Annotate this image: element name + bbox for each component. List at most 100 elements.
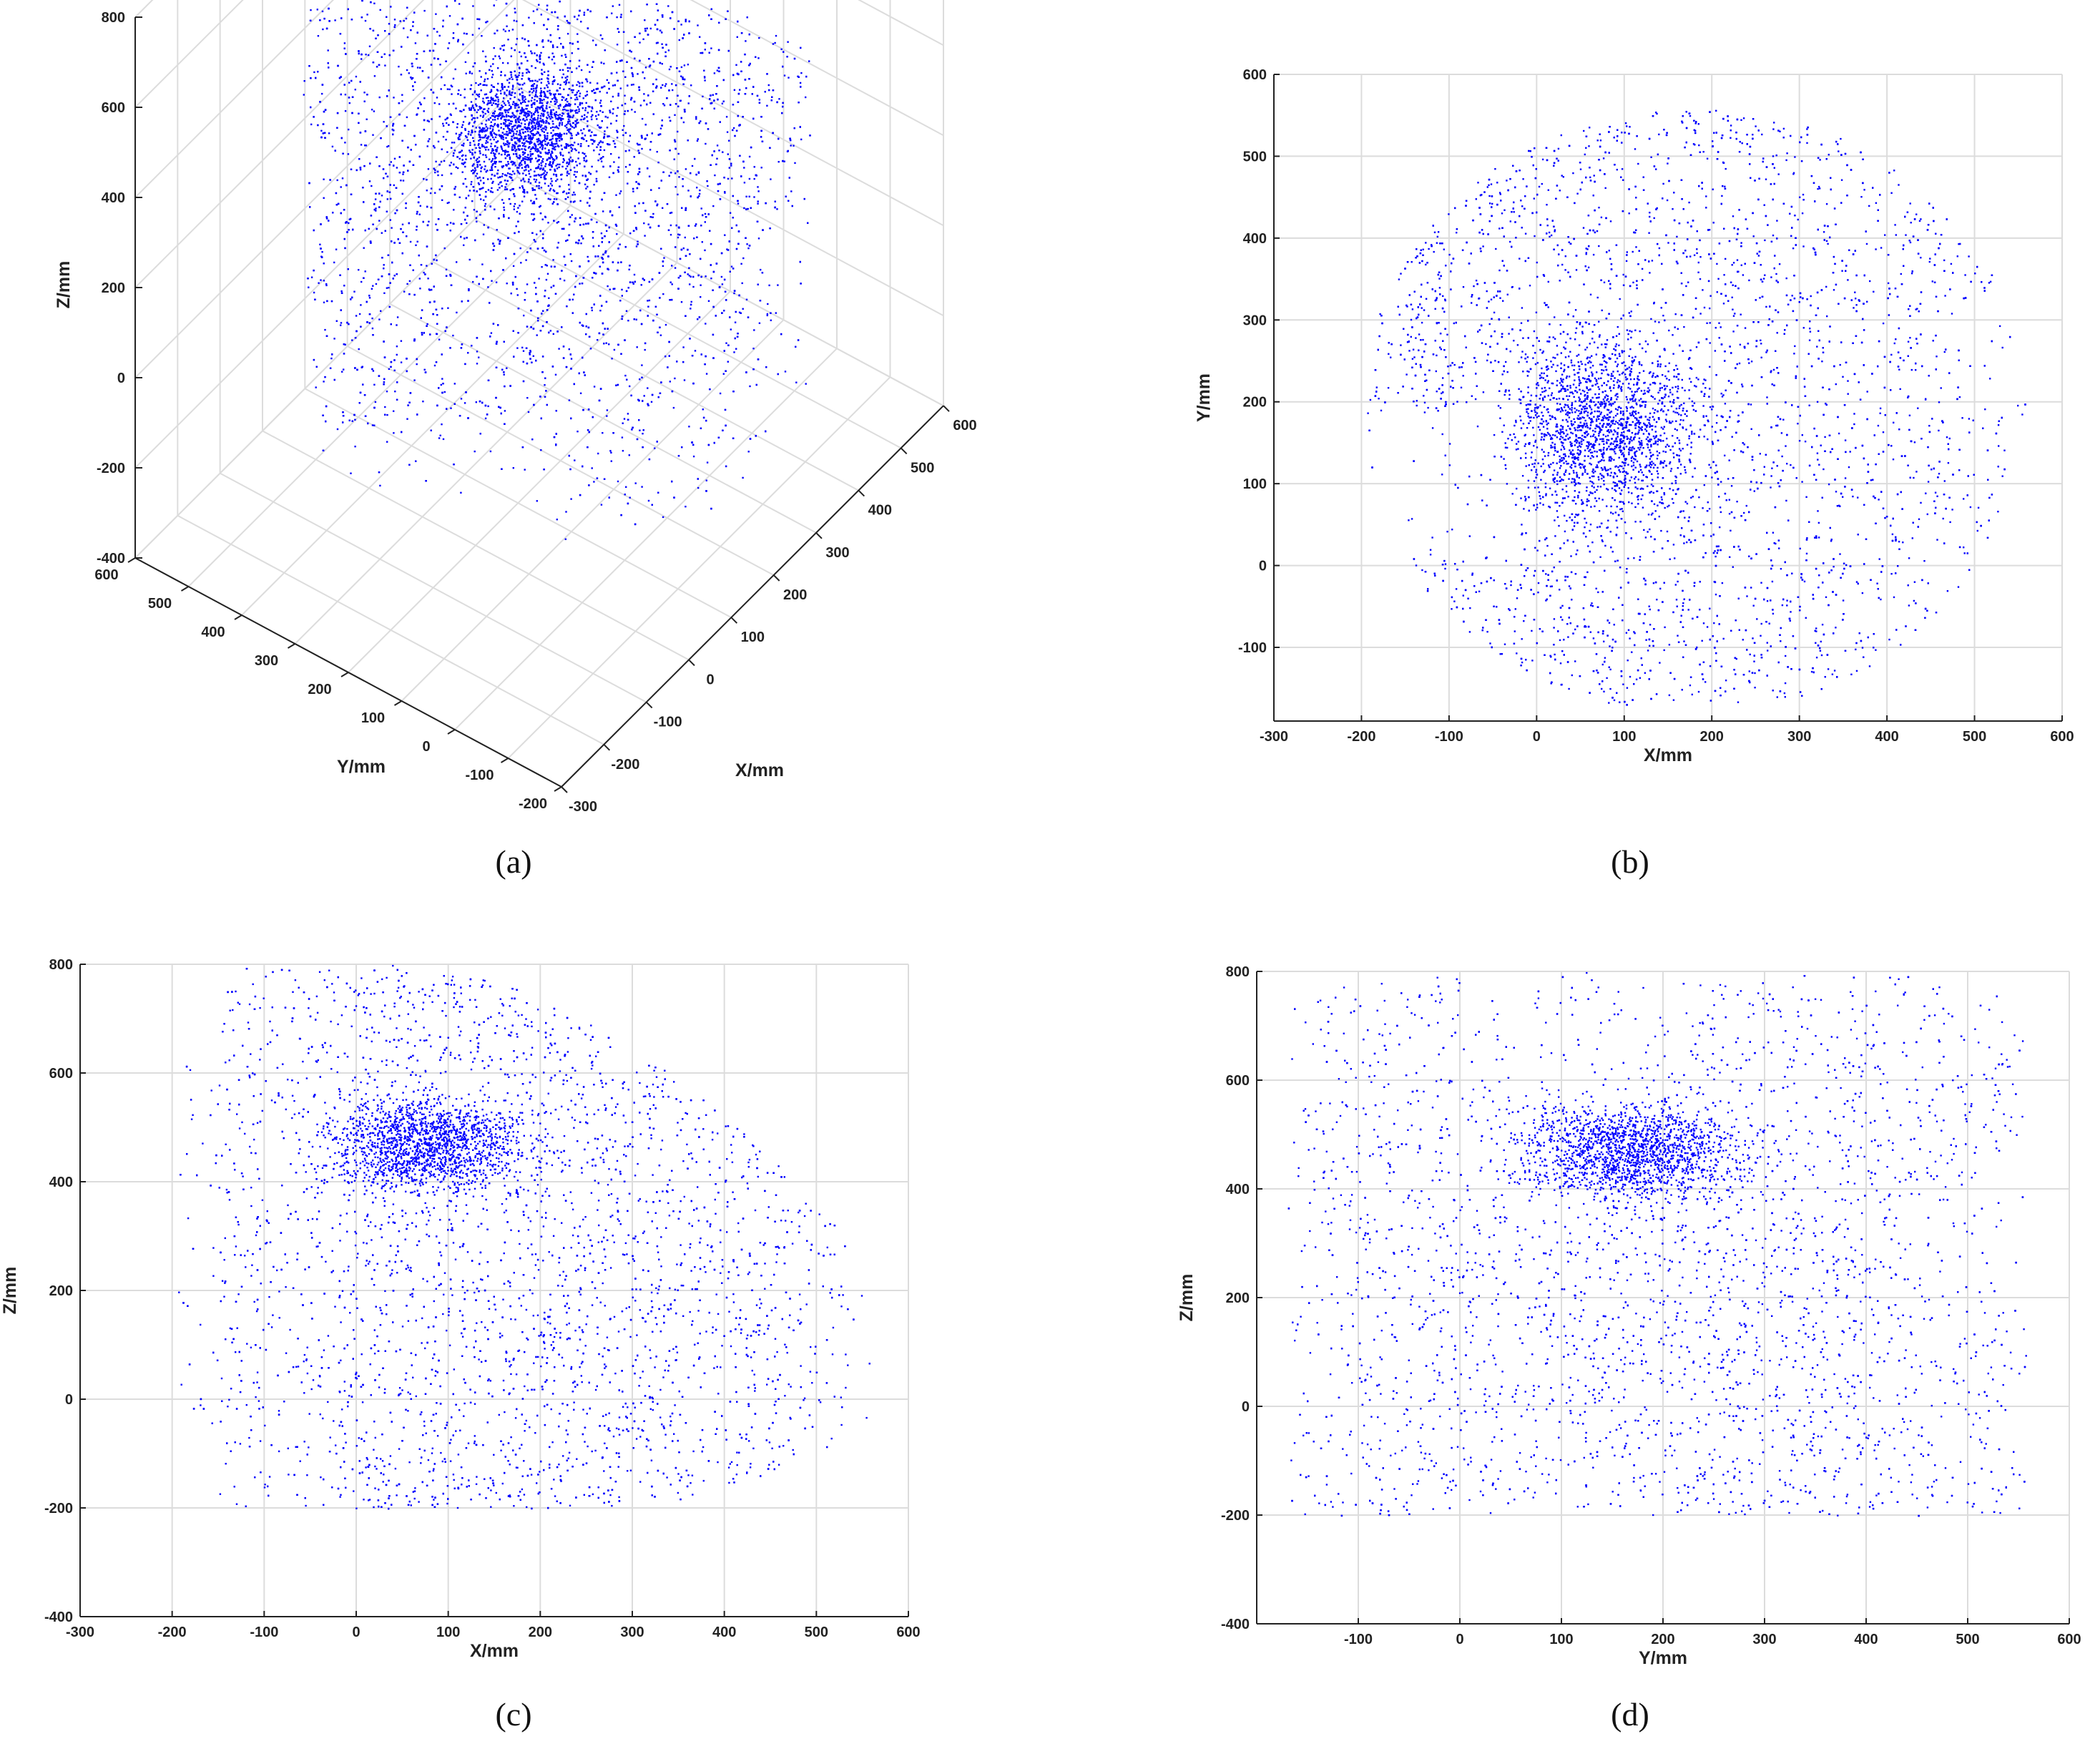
scatter-point	[540, 449, 542, 451]
scatter-point	[378, 206, 381, 208]
scatter-point	[345, 222, 347, 224]
scatter-point	[662, 260, 664, 263]
scatter-point	[696, 236, 698, 238]
scatter-point	[592, 39, 594, 41]
scatter-point	[674, 172, 677, 175]
scatter-point	[466, 33, 468, 35]
scatter-point	[463, 211, 465, 214]
wall-grid-z	[134, 0, 515, 378]
scatter-point	[651, 393, 654, 396]
scatter-point	[462, 163, 464, 165]
scatter-point	[505, 2, 508, 5]
scatter-point	[745, 40, 747, 42]
scatter-point	[674, 84, 677, 87]
scatter-point	[476, 351, 479, 353]
scatter-point	[563, 255, 566, 258]
scatter-point	[705, 490, 707, 492]
scatter-point	[552, 158, 554, 160]
scatter-point	[529, 350, 531, 352]
scatter-point	[528, 16, 530, 19]
scatter-point	[317, 71, 319, 73]
scatter-point	[532, 10, 535, 12]
scatter-point	[539, 107, 541, 109]
scatter-point	[637, 240, 639, 242]
scatter-point	[670, 212, 673, 214]
scatter-point	[393, 184, 395, 187]
scatter-point	[328, 132, 330, 134]
scatter-point	[383, 121, 385, 123]
scatter-point	[677, 233, 680, 235]
scatter-point	[730, 265, 733, 268]
scatter-point	[342, 415, 345, 417]
scatter-point	[502, 29, 505, 31]
scatter-point	[764, 91, 766, 93]
scatter-point	[433, 167, 435, 170]
scatter-point	[373, 383, 376, 386]
scatter-point	[592, 139, 594, 141]
scatter-point	[469, 88, 472, 90]
wall-grid-z2	[858, 0, 944, 46]
scatter-point	[446, 224, 448, 226]
scatter-point	[343, 84, 345, 86]
scatter-point	[493, 4, 495, 6]
scatter-point	[606, 409, 609, 411]
scatter-point	[721, 312, 723, 314]
scatter-point	[659, 334, 662, 336]
scatter-point	[682, 361, 685, 363]
scatter-point	[400, 340, 403, 342]
scatter-point	[448, 124, 450, 126]
scatter-point	[360, 304, 362, 306]
scatter-point	[309, 206, 311, 208]
scatter-point	[522, 191, 524, 193]
scatter-point	[712, 333, 715, 336]
scatter-point	[624, 374, 627, 377]
scatter-point	[632, 187, 634, 190]
scatter-point	[405, 202, 407, 205]
scatter-point	[669, 66, 672, 68]
scatter-point	[608, 176, 611, 178]
scatter-point	[662, 207, 664, 209]
scatter-point	[585, 222, 587, 225]
scatter-point	[724, 290, 727, 293]
scatter-point	[710, 102, 713, 104]
scatter-point	[430, 429, 432, 431]
scatter-point	[600, 62, 602, 64]
scatter-point	[423, 119, 426, 122]
scatter-point	[621, 288, 623, 291]
scatter-point	[379, 200, 381, 203]
scatter-point	[554, 148, 556, 151]
scatter-point	[449, 222, 452, 224]
scatter-point	[647, 499, 650, 502]
scatter-point	[680, 24, 682, 26]
scatter-point	[669, 104, 672, 106]
scatter-point	[486, 413, 489, 416]
scatter-point	[652, 319, 654, 322]
scatter-point	[514, 150, 516, 152]
scatter-point	[373, 424, 376, 426]
scatter-point	[735, 248, 738, 250]
scatter-point	[452, 222, 454, 225]
scatter-point	[524, 52, 526, 54]
scatter-point	[646, 103, 648, 106]
scatter-point	[344, 343, 346, 346]
scatter-point	[597, 82, 599, 84]
scatter-point	[644, 210, 647, 212]
scatter-point	[438, 164, 441, 166]
scatter-point	[393, 129, 395, 132]
scatter-point	[436, 229, 438, 231]
scatter-point	[558, 348, 560, 350]
scatter-point	[460, 347, 463, 349]
scatter-point	[430, 288, 433, 291]
scatter-point	[453, 403, 456, 405]
scatter-point	[541, 325, 544, 328]
scatter-point	[628, 268, 630, 270]
scatter-point	[441, 199, 443, 201]
scatter-point	[740, 263, 742, 265]
scatter-point	[600, 157, 603, 159]
scatter-point	[760, 116, 762, 118]
scatter-point	[485, 191, 487, 193]
scatter-point	[734, 337, 736, 340]
scatter-point	[570, 498, 572, 500]
scatter-point	[383, 268, 385, 270]
scatter-point	[479, 194, 481, 196]
